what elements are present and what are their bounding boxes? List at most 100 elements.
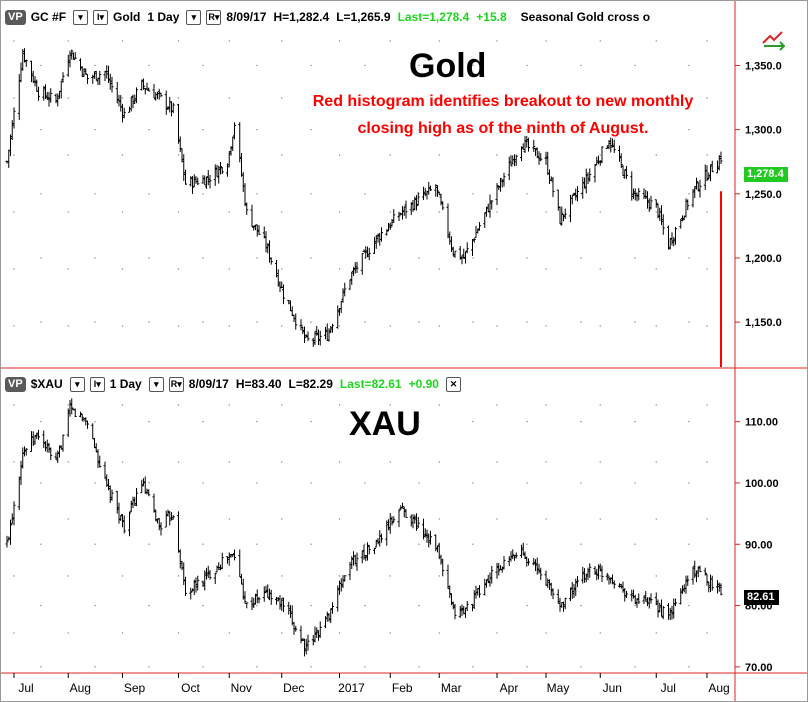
grid-dot (202, 482, 204, 484)
dropdown-arrow-icon[interactable]: ▾ (69, 376, 85, 392)
grid-dot (580, 64, 582, 67)
grid-dot (706, 461, 708, 463)
grid-dot (177, 325, 180, 327)
grid-dot (148, 420, 150, 423)
grid-dot (281, 211, 283, 213)
indicator-menu-icon[interactable]: I▾ (93, 9, 109, 25)
grid-dot (94, 482, 96, 484)
period-label[interactable]: 1 Day (147, 10, 180, 24)
date-label: 8/09/17 (226, 10, 267, 24)
grid-dot (389, 211, 391, 213)
grid-dot (526, 193, 528, 195)
grid-dot (67, 154, 69, 156)
grid-dot (472, 128, 474, 131)
grid-dot (121, 211, 124, 213)
grid-dot (634, 257, 636, 259)
grid-dot (526, 128, 528, 131)
grid-dot (67, 461, 69, 463)
symbol-label[interactable]: GC #F (30, 10, 67, 24)
dropdown-arrow-icon[interactable]: ▾ (148, 376, 164, 392)
x-tick-label: Apr (500, 681, 519, 695)
grid-dot (310, 193, 312, 195)
grid-dot (364, 666, 366, 668)
low-value: L=82.29 (288, 377, 333, 391)
grid-dot (94, 543, 96, 545)
grid-dot (655, 40, 657, 42)
grid-dot (389, 268, 391, 270)
grid-dot (338, 518, 341, 520)
grid-dot (228, 211, 230, 213)
y-tick-label: 70.00 (745, 662, 773, 674)
grid-dot (526, 482, 528, 484)
y-tick-label: 1,250.0 (745, 189, 782, 201)
x-tick-label: Sep (124, 681, 146, 695)
grid-dot (496, 632, 498, 634)
grid-dot (472, 543, 474, 545)
grid-dot (256, 128, 258, 131)
gold-last-price-tag: 1,278.4 (744, 167, 788, 182)
grid-dot (496, 518, 498, 520)
grid-dot (389, 575, 391, 577)
grid-dot (338, 325, 341, 327)
grid-dot (655, 268, 657, 270)
grid-dot (472, 64, 474, 67)
dropdown-arrow-icon[interactable]: ▾ (73, 9, 89, 25)
grid-dot (202, 604, 204, 607)
grid-dot (177, 40, 180, 42)
grid-dot (256, 482, 258, 484)
grid-dot (202, 128, 204, 131)
last-value: Last=1,278.4 (397, 10, 470, 24)
grid-dot (281, 632, 283, 634)
vp-badge[interactable]: VP (5, 376, 26, 392)
vp-badge[interactable]: VP (5, 9, 26, 25)
indicator-menu-icon[interactable]: I▾ (89, 376, 105, 392)
close-icon[interactable]: ✕ (445, 376, 461, 392)
grid-dot (228, 632, 230, 634)
grid-dot (310, 64, 312, 67)
grid-dot (67, 97, 69, 99)
grid-dot (706, 404, 708, 406)
r-menu-icon[interactable]: R▾ (168, 376, 184, 392)
dropdown-arrow-icon[interactable]: ▾ (186, 9, 202, 25)
symbol-label[interactable]: $XAU (30, 377, 63, 391)
grid-dot (310, 420, 312, 423)
grid-dot (94, 257, 96, 259)
grid-dot (634, 604, 636, 607)
grid-dot (438, 575, 440, 577)
grid-dot (67, 211, 69, 213)
grid-dot (438, 268, 440, 270)
grid-dot (634, 64, 636, 67)
grid-dot (706, 154, 708, 156)
grid-dot (526, 321, 528, 323)
x-tick-label: Aug (70, 681, 91, 695)
grid-dot (599, 325, 601, 327)
grid-dot (364, 64, 366, 67)
grid-dot (281, 268, 283, 270)
grid-dot (148, 482, 150, 484)
grid-dot (67, 325, 69, 327)
grid-dot (310, 604, 312, 607)
grid-dot (177, 632, 180, 634)
grid-dot (121, 268, 124, 270)
grid-dot (472, 666, 474, 668)
x-tick-label: May (547, 681, 570, 695)
last-value: Last=82.61 (339, 377, 402, 391)
grid-dot (599, 404, 601, 406)
grid-dot (202, 257, 204, 259)
grid-dot (688, 128, 690, 131)
grid-dot (177, 154, 180, 156)
grid-dot (655, 632, 657, 634)
grid-dot (40, 128, 42, 131)
r-menu-icon[interactable]: R▾ (206, 9, 222, 25)
grid-dot (202, 64, 204, 67)
grid-dot (13, 325, 15, 327)
xau-last-price-tag: 82.61 (744, 590, 779, 605)
arrows-swap-icon[interactable] (760, 29, 790, 51)
grid-dot (281, 404, 283, 406)
grid-dot (389, 325, 391, 327)
grid-dot (177, 575, 180, 577)
grid-dot (148, 257, 150, 259)
period-label[interactable]: 1 Day (109, 377, 142, 391)
